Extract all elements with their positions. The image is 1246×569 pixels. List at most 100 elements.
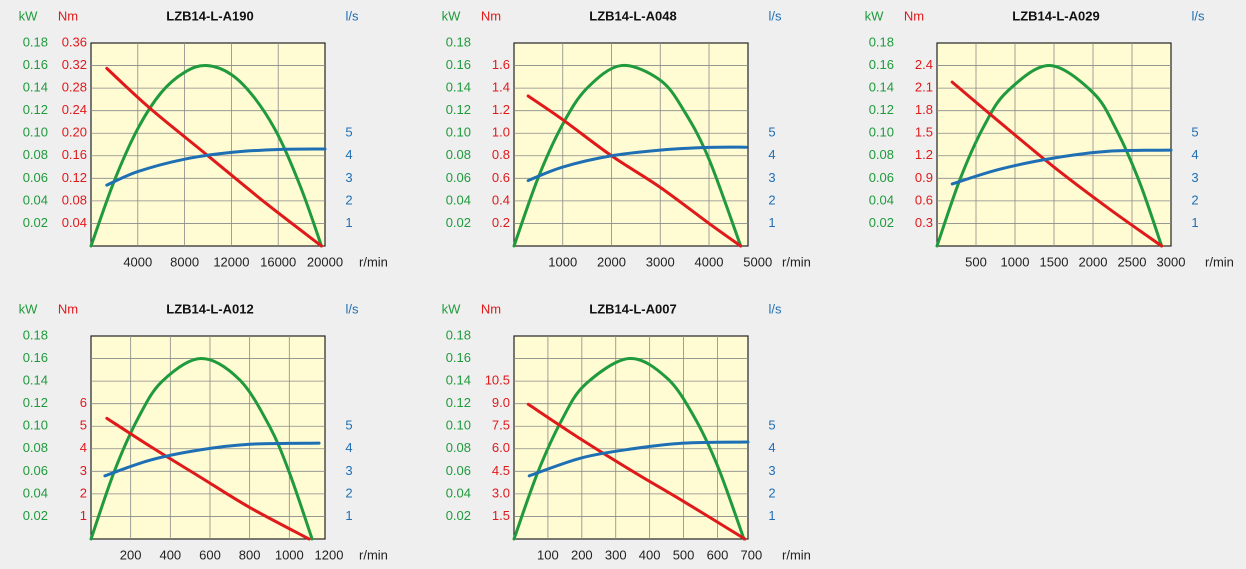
nm-tick-label: 0.8 xyxy=(492,147,510,162)
x-axis-label: r/min xyxy=(1205,254,1234,269)
x-tick-label: 3000 xyxy=(646,254,675,269)
kw-tick-label: 0.06 xyxy=(23,463,48,478)
series-line xyxy=(103,441,321,478)
kw-tick-label: 0.04 xyxy=(446,192,471,207)
nm-tick-label: 1.8 xyxy=(915,102,933,117)
kw-axis-label: kW xyxy=(442,301,462,316)
kw-tick-label: 0.02 xyxy=(869,215,894,230)
kw-tick-label: 0.12 xyxy=(23,395,48,410)
nm-tick-label: 0.16 xyxy=(62,147,87,162)
kw-axis-label: kW xyxy=(19,301,39,316)
nm-tick-label: 1.2 xyxy=(915,147,933,162)
x-tick-label: 16000 xyxy=(260,254,296,269)
ls-axis-label: l/s xyxy=(346,8,360,23)
x-tick-label: 600 xyxy=(707,547,729,562)
nm-tick-label: 1.5 xyxy=(915,125,933,140)
ls-tick-label: 5 xyxy=(768,418,775,433)
nm-tick-label: 2.1 xyxy=(915,80,933,95)
kw-tick-label: 0.04 xyxy=(23,192,48,207)
x-tick-label: 1000 xyxy=(1001,254,1030,269)
kw-tick-label: 0.04 xyxy=(869,192,894,207)
kw-tick-label: 0.04 xyxy=(446,485,471,500)
ls-tick-label: 4 xyxy=(345,440,352,455)
ls-tick-label: 1 xyxy=(768,215,775,230)
series-line xyxy=(950,148,1173,186)
x-tick-label: 200 xyxy=(571,547,593,562)
kw-tick-label: 0.06 xyxy=(869,170,894,185)
nm-tick-label: 1.2 xyxy=(492,102,510,117)
nm-axis-label: Nm xyxy=(58,8,78,23)
ls-tick-label: 3 xyxy=(345,170,352,185)
nm-tick-label: 1.6 xyxy=(492,57,510,72)
kw-tick-label: 0.10 xyxy=(23,125,48,140)
nm-tick-label: 10.5 xyxy=(485,373,510,388)
kw-tick-label: 0.12 xyxy=(869,102,894,117)
ls-tick-label: 2 xyxy=(345,192,352,207)
kw-tick-label: 0.12 xyxy=(23,102,48,117)
x-tick-label: 3000 xyxy=(1157,254,1186,269)
kw-tick-label: 0.10 xyxy=(446,418,471,433)
x-tick-label: 1000 xyxy=(548,254,577,269)
kw-tick-label: 0.16 xyxy=(446,57,471,72)
kw-tick-label: 0.14 xyxy=(446,373,471,388)
chart-title: LZB14-L-A012 xyxy=(166,301,253,316)
series-line xyxy=(527,440,750,478)
ls-tick-label: 4 xyxy=(345,147,352,162)
plot-area xyxy=(90,42,326,247)
nm-tick-label: 9.0 xyxy=(492,395,510,410)
series-line xyxy=(526,402,747,541)
nm-tick-label: 5 xyxy=(80,418,87,433)
chart-panel: 0.02 0.04 0.06 0.08 0.10 0.12 0.14 0.16 0.18 1.5 3… xyxy=(442,301,811,562)
ls-tick-label: 4 xyxy=(768,147,775,162)
ls-tick-label: 2 xyxy=(1191,192,1198,207)
series-line xyxy=(512,63,743,248)
ls-tick-label: 5 xyxy=(768,125,775,140)
x-tick-label: 5000 xyxy=(743,254,772,269)
x-tick-label: 8000 xyxy=(170,254,199,269)
nm-tick-label: 2 xyxy=(80,485,87,500)
kw-tick-label: 0.02 xyxy=(446,508,471,523)
x-tick-label: 600 xyxy=(199,547,221,562)
nm-axis-label: Nm xyxy=(481,301,501,316)
x-axis-label: r/min xyxy=(359,547,388,562)
chart-panel: 0.02 0.04 0.06 0.08 0.10 0.12 0.14 0.16 0.18 0.2 0… xyxy=(442,8,811,269)
nm-axis-label: Nm xyxy=(481,8,501,23)
series-line xyxy=(526,94,743,248)
ls-tick-label: 1 xyxy=(345,508,352,523)
kw-tick-label: 0.12 xyxy=(446,102,471,117)
series-line xyxy=(105,416,311,541)
kw-tick-label: 0.18 xyxy=(869,34,894,49)
nm-tick-label: 0.04 xyxy=(62,215,87,230)
nm-tick-label: 0.20 xyxy=(62,125,87,140)
x-tick-label: 400 xyxy=(639,547,661,562)
nm-tick-label: 0.24 xyxy=(62,102,87,117)
kw-tick-label: 0.10 xyxy=(23,418,48,433)
nm-tick-label: 0.2 xyxy=(492,215,510,230)
x-tick-label: 400 xyxy=(159,547,181,562)
ls-tick-label: 2 xyxy=(768,192,775,207)
ls-axis-label: l/s xyxy=(346,301,360,316)
nm-tick-label: 0.36 xyxy=(62,34,87,49)
kw-axis-label: kW xyxy=(865,8,885,23)
plot-area xyxy=(513,335,749,540)
kw-tick-label: 0.02 xyxy=(23,215,48,230)
x-tick-label: 700 xyxy=(741,547,763,562)
kw-tick-label: 0.18 xyxy=(23,34,48,49)
nm-tick-label: 1 xyxy=(80,508,87,523)
x-tick-label: 4000 xyxy=(123,254,152,269)
nm-tick-label: 0.4 xyxy=(492,192,510,207)
kw-tick-label: 0.16 xyxy=(23,350,48,365)
nm-tick-label: 7.5 xyxy=(492,418,510,433)
nm-tick-label: 2.4 xyxy=(915,57,933,72)
kw-tick-label: 0.08 xyxy=(869,147,894,162)
series-line xyxy=(526,145,748,183)
nm-tick-label: 0.08 xyxy=(62,192,87,207)
kw-tick-label: 0.16 xyxy=(446,350,471,365)
kw-tick-label: 0.16 xyxy=(869,57,894,72)
x-tick-label: 800 xyxy=(239,547,261,562)
nm-tick-label: 0.32 xyxy=(62,57,87,72)
x-tick-label: 500 xyxy=(965,254,987,269)
kw-tick-label: 0.14 xyxy=(446,80,471,95)
kw-tick-label: 0.14 xyxy=(23,373,48,388)
